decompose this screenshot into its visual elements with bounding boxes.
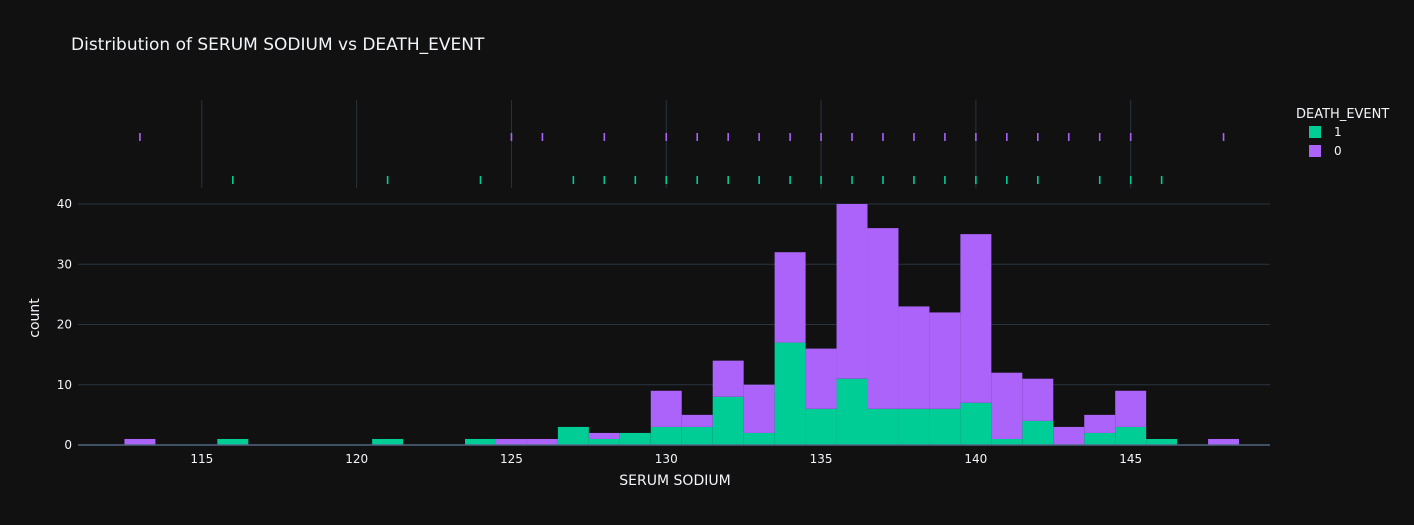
histogram-bar-1[interactable] [1022, 420, 1054, 445]
axis-layer: 0 10 20 30 40 115 120 125 130 135 140 145 [57, 197, 1270, 466]
histogram-bar-0[interactable] [1115, 390, 1147, 427]
x-tick-label: 135 [810, 452, 833, 466]
y-axis-label: count [27, 298, 43, 338]
histogram-bar-1[interactable] [1146, 438, 1178, 445]
histogram-bar-0[interactable] [836, 204, 868, 379]
legend[interactable]: DEATH_EVENT 10 [1296, 107, 1389, 158]
histogram-bar-1[interactable] [929, 408, 961, 445]
bar-layer [124, 204, 1240, 445]
x-axis-label: SERUM SODIUM [619, 473, 730, 489]
legend-label: 1 [1334, 125, 1342, 139]
histogram-bar-1[interactable] [1115, 426, 1147, 445]
rug-plot [139, 133, 1225, 184]
histogram-bar-1[interactable] [619, 432, 651, 445]
histogram-bar-1[interactable] [1084, 432, 1116, 445]
histogram-bar-0[interactable] [805, 348, 837, 409]
legend-swatch [1309, 126, 1321, 138]
histogram-bar-1[interactable] [991, 438, 1023, 445]
histogram-bar-1[interactable] [774, 342, 806, 445]
histogram-bar-0[interactable] [1022, 378, 1054, 421]
y-tick-label: 0 [64, 438, 72, 452]
grid-layer [78, 100, 1270, 386]
histogram-bar-1[interactable] [805, 408, 837, 445]
histogram-bar-1[interactable] [650, 426, 682, 445]
histogram-bar-1[interactable] [960, 402, 992, 445]
histogram-bar-0[interactable] [867, 228, 899, 409]
legend-title: DEATH_EVENT [1296, 107, 1389, 122]
x-tick-label: 145 [1119, 452, 1142, 466]
histogram-bar-0[interactable] [1053, 426, 1085, 445]
y-tick-label: 30 [57, 257, 72, 271]
chart-title: Distribution of SERUM SODIUM vs DEATH_EV… [71, 35, 485, 55]
histogram-bar-0[interactable] [588, 432, 620, 439]
histogram-bar-1[interactable] [557, 426, 589, 445]
histogram-bar-0[interactable] [650, 390, 682, 427]
histogram-bar-0[interactable] [681, 414, 713, 427]
y-tick-label: 20 [57, 318, 72, 332]
histogram-bar-0[interactable] [898, 306, 930, 409]
histogram-bar-1[interactable] [836, 378, 868, 445]
legend-item-0[interactable]: 0 [1309, 144, 1342, 158]
histogram-bar-0[interactable] [774, 252, 806, 343]
histogram-bar-0[interactable] [526, 438, 558, 445]
histogram-bar-0[interactable] [929, 312, 961, 409]
legend-items[interactable]: 10 [1309, 125, 1342, 158]
x-tick-label: 140 [964, 452, 987, 466]
legend-label: 0 [1334, 144, 1342, 158]
x-tick-label: 130 [655, 452, 678, 466]
histogram-bar-0[interactable] [1208, 438, 1240, 445]
histogram-bar-1[interactable] [867, 408, 899, 445]
histogram-bar-1[interactable] [898, 408, 930, 445]
histogram-bar-0[interactable] [743, 384, 775, 433]
histogram-bar-1[interactable] [465, 438, 496, 445]
histogram-bar-0[interactable] [495, 438, 527, 445]
x-tick-label: 125 [500, 452, 523, 466]
histogram-bar-0[interactable] [1084, 414, 1116, 433]
histogram-bar-0[interactable] [124, 438, 156, 445]
histogram-bar-1[interactable] [588, 438, 620, 445]
histogram-bar-1[interactable] [743, 432, 775, 445]
x-tick-label: 120 [345, 452, 368, 466]
histogram-bar-0[interactable] [960, 234, 992, 403]
histogram-bar-0[interactable] [991, 372, 1023, 439]
y-tick-label: 40 [57, 197, 72, 211]
histogram-bar-1[interactable] [681, 426, 713, 445]
histogram-bar-1[interactable] [217, 438, 249, 445]
histogram-bar-1[interactable] [712, 396, 744, 445]
x-tick-label: 115 [190, 452, 213, 466]
histogram-bar-1[interactable] [372, 438, 404, 445]
histogram-bar-0[interactable] [712, 360, 744, 397]
y-tick-label: 10 [57, 378, 72, 392]
legend-swatch [1309, 145, 1321, 157]
legend-item-1[interactable]: 1 [1309, 125, 1342, 139]
